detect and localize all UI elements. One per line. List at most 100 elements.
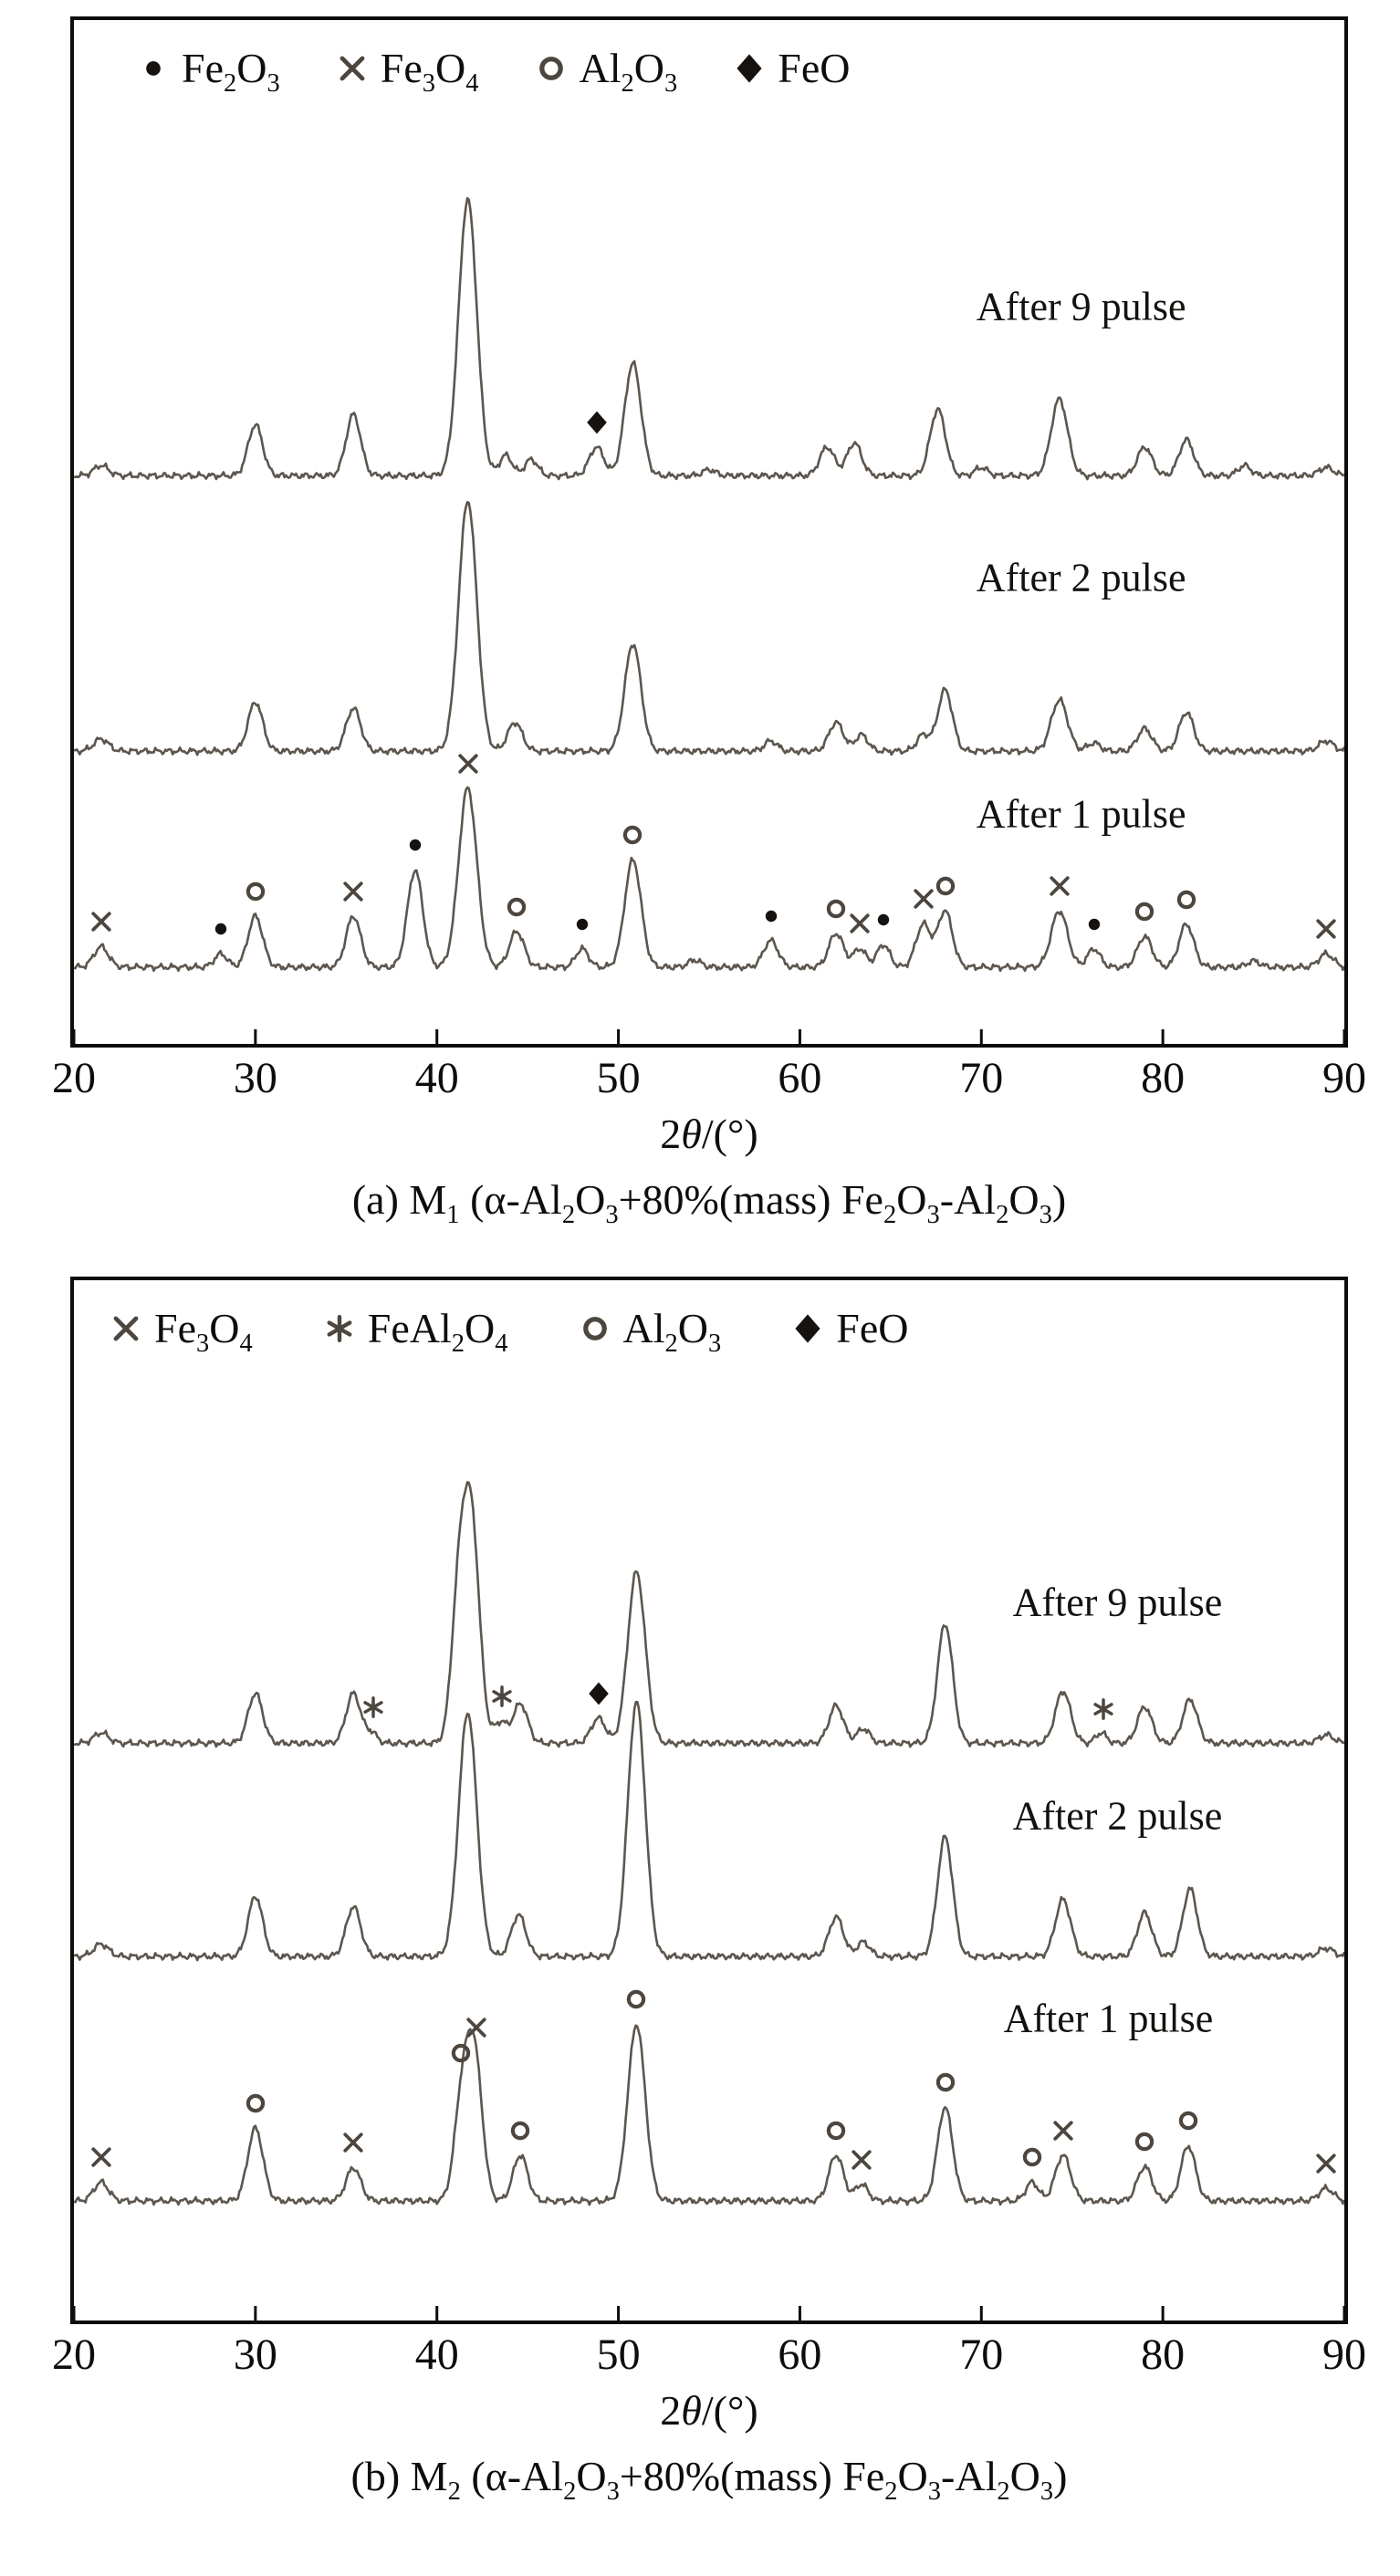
formula-text: Fe: [182, 45, 224, 91]
formula-subscript: 3: [422, 69, 436, 99]
legend-item: Al2O3: [580, 1304, 722, 1357]
x-axis-label: 2θ/(°): [70, 1108, 1348, 1161]
xrd-trace: [74, 1700, 1344, 1962]
dot-marker-icon: [146, 60, 161, 76]
xrd-traces-svg: [74, 196, 1344, 1044]
formula-text: /(°): [701, 1111, 758, 1157]
x-axis-tick-labels: 20 30 40 50 60 70 80 90: [52, 1051, 1366, 1108]
formula-text: O: [236, 45, 267, 91]
xrd-trace: [74, 196, 1344, 481]
legend-label: Fe3O4: [154, 1304, 253, 1357]
legend: Fe3O4 FeAl2O4 Al2O3 FeO: [110, 1304, 909, 1357]
xrd-trace: [74, 2024, 1344, 2206]
x-tick-label: 70: [959, 1054, 1004, 1102]
formula-subscript: 2: [447, 2477, 461, 2507]
legend-label: Al2O3: [579, 44, 678, 97]
formula-text: O: [209, 1305, 240, 1351]
x-tick-label: 20: [52, 1054, 96, 1102]
diamond-marker-icon: [795, 1313, 820, 1343]
formula-subscript: 4: [495, 1330, 508, 1359]
x-tick-label: 50: [596, 1054, 641, 1102]
asterisk-marker-icon: [327, 1314, 352, 1342]
formula-subscript: 2: [561, 1201, 576, 1230]
formula-subscript: 3: [605, 1201, 619, 1230]
formula-subscript: 2: [997, 2477, 1010, 2507]
legend-label: FeO: [778, 44, 850, 92]
legend-label: FeO: [836, 1304, 908, 1352]
xrd-traces-svg: [74, 1481, 1344, 2320]
formula-subscript: 3: [664, 69, 678, 99]
diamond-marker-icon: [737, 53, 762, 83]
formula-text: O: [465, 1305, 496, 1351]
figure-caption-b: (b) M2 (α-Al2O3+80%(mass) Fe2O3-Al2O3): [70, 2452, 1348, 2505]
x-marker-icon: [113, 1316, 139, 1340]
formula-text: +80%(mass) Fe: [619, 2453, 885, 2499]
formula-subscript: 3: [196, 1330, 210, 1359]
x-tick-label: 30: [233, 2331, 277, 2379]
formula-subscript: 3: [926, 1201, 940, 1230]
formula-text: /(°): [701, 2387, 758, 2434]
formula-subscript: 3: [1040, 2477, 1054, 2507]
formula-text: (a) M: [351, 1176, 447, 1223]
legend-item: FeAl2O4: [324, 1304, 508, 1357]
formula-subscript: 2: [884, 2477, 898, 2507]
x-tick-label: 80: [1141, 1054, 1186, 1102]
formula-text: ): [1051, 1176, 1067, 1223]
formula-text: O: [677, 1305, 709, 1351]
formula-text: θ: [681, 2387, 702, 2434]
xrd-trace: [74, 1481, 1344, 1748]
o-marker-icon: [538, 56, 563, 80]
formula-text: O: [897, 2453, 928, 2499]
legend-label: Fe2O3: [182, 44, 280, 97]
figure-caption-a: (a) M1 (α-Al2O3+80%(mass) Fe2O3-Al2O3): [70, 1175, 1348, 1228]
x-tick-label: 60: [778, 1054, 822, 1102]
legend-label: FeAl2O4: [367, 1304, 508, 1357]
x-tick-label: 20: [52, 2331, 96, 2379]
formula-text: O: [633, 45, 665, 91]
x-tick-label: 90: [1322, 2331, 1366, 2379]
legend-label: Fe3O4: [380, 44, 479, 97]
legend-item: Al2O3: [536, 44, 678, 97]
plot-area-b: Fe3O4 FeAl2O4 Al2O3 FeO After 1 pulse After …: [70, 1277, 1348, 2324]
formula-subscript: 2: [451, 1330, 465, 1359]
formula-subscript: 2: [883, 1201, 897, 1230]
formula-subscript: 2: [664, 1330, 678, 1359]
legend-item: Fe3O4: [337, 44, 479, 97]
xrd-figure-panel-b: Fe3O4 FeAl2O4 Al2O3 FeO After 1 pulse After …: [52, 1277, 1366, 2505]
formula-text: +80%(mass) Fe: [618, 1176, 883, 1223]
x-axis-label: 2θ/(°): [70, 2384, 1348, 2437]
formula-text: FeO: [778, 45, 851, 91]
x-tick-label: 90: [1322, 1054, 1366, 1102]
formula-subscript: 3: [266, 69, 280, 99]
formula-subscript: 3: [927, 2477, 942, 2507]
x-tick-label: 50: [596, 2331, 641, 2379]
plot-area-a: Fe2O3 Fe3O4 Al2O3 FeO After 1 pulse After 2 …: [70, 16, 1348, 1048]
formula-text: Al: [622, 1305, 665, 1351]
formula-text: Al: [579, 45, 622, 91]
legend-label: Al2O3: [622, 1304, 722, 1357]
legend-item: Fe2O3: [138, 44, 280, 97]
formula-subscript: 3: [708, 1330, 722, 1359]
formula-text: 2: [660, 2387, 682, 2434]
formula-text: -Al: [941, 2453, 998, 2499]
formula-text: (α-Al: [460, 2453, 564, 2499]
formula-text: Fe: [380, 45, 423, 91]
x-tick-label: 40: [414, 2331, 459, 2379]
formula-text: O: [575, 1176, 606, 1223]
formula-text: ): [1053, 2453, 1068, 2499]
x-tick-label: 30: [233, 1054, 277, 1102]
formula-subscript: 4: [465, 69, 479, 99]
formula-text: θ: [681, 1111, 702, 1157]
formula-subscript: 2: [563, 2477, 577, 2507]
formula-subscript: 3: [606, 2477, 620, 2507]
formula-text: O: [576, 2453, 607, 2499]
x-axis-tick-labels: 20 30 40 50 60 70 80 90: [52, 2328, 1366, 2384]
formula-text: (α-Al: [459, 1176, 562, 1223]
formula-text: 2: [660, 1111, 682, 1157]
formula-text: FeAl: [367, 1305, 452, 1351]
legend-item: Fe3O4: [110, 1304, 253, 1357]
x-tick-label: 40: [414, 1054, 459, 1102]
legend-item: FeO: [734, 44, 851, 92]
figure-page: Fe2O3 Fe3O4 Al2O3 FeO After 1 pulse After 2 …: [52, 16, 1366, 2505]
formula-text: O: [435, 45, 466, 91]
